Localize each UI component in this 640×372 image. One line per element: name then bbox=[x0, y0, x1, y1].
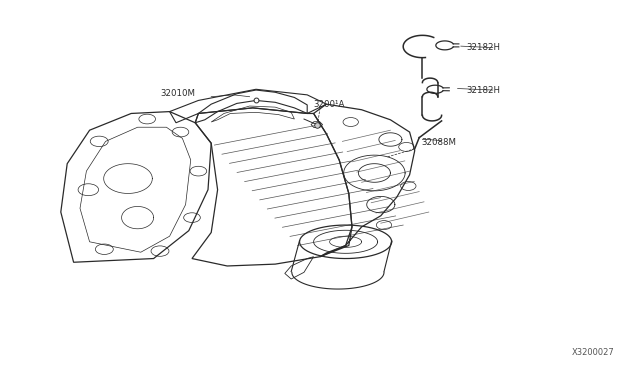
Text: 32182H: 32182H bbox=[466, 43, 500, 52]
Text: 3200¹A: 3200¹A bbox=[314, 100, 345, 109]
Text: 32088M: 32088M bbox=[421, 138, 456, 147]
Text: X3200027: X3200027 bbox=[572, 348, 614, 357]
Text: 32010M: 32010M bbox=[160, 89, 195, 97]
Text: 32182H: 32182H bbox=[466, 86, 500, 94]
